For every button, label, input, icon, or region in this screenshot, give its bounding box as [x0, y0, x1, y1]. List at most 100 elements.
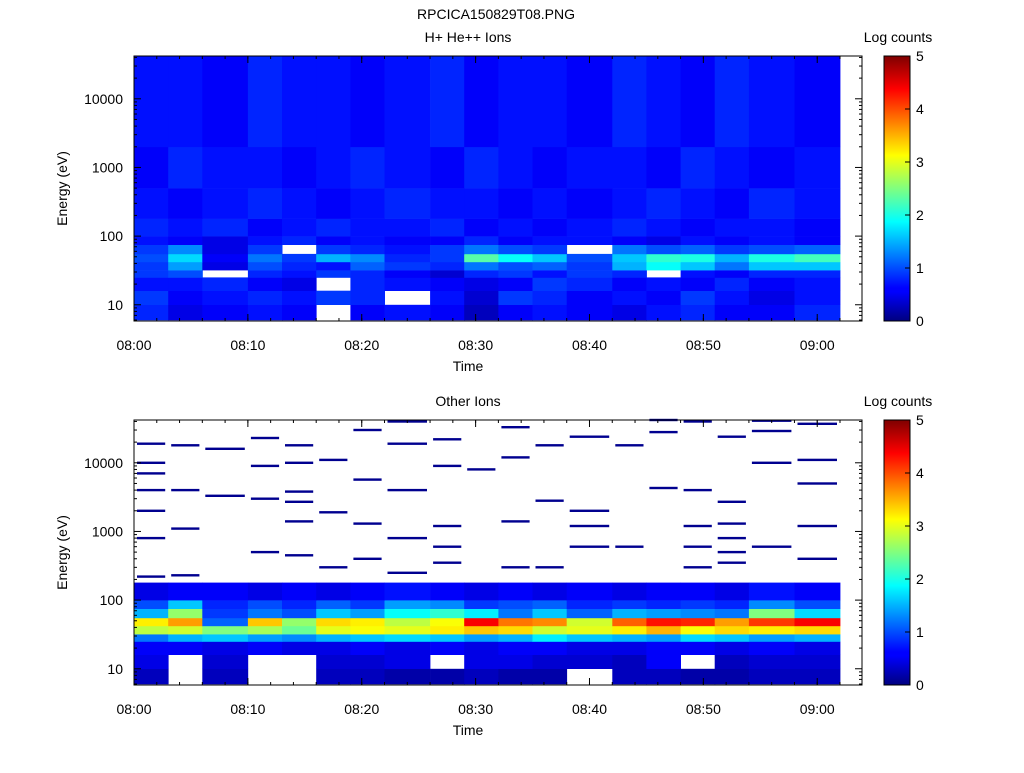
- heatmap-cell: [794, 277, 841, 291]
- heatmap-cell: [202, 56, 249, 148]
- heatmap-cell: [316, 600, 351, 609]
- heatmap-cell: [498, 641, 533, 655]
- heatmap-cell: [646, 600, 681, 609]
- heatmap-cell: [430, 668, 465, 685]
- panel-other-ions: 08:00 08:10 08:20 08:30 08:40 08:50 09:0010100…: [54, 393, 932, 738]
- heatmap-cell: [748, 146, 795, 189]
- heatmap-cell: [748, 218, 795, 237]
- count-line: [501, 566, 530, 569]
- y-tick-label: 100: [100, 228, 124, 244]
- heatmap-cell: [430, 236, 465, 245]
- heatmap-cell: [498, 253, 533, 263]
- count-line: [501, 456, 530, 459]
- heatmap-cell: [714, 626, 750, 635]
- heatmap-cell: [350, 626, 385, 635]
- heatmap-cell: [566, 188, 613, 219]
- heatmap-cell: [646, 277, 681, 291]
- heatmap-cell: [316, 146, 351, 189]
- heatmap-cell: [646, 244, 681, 255]
- heatmap-cell: [134, 668, 169, 685]
- heatmap-cell: [714, 262, 750, 271]
- count-line: [205, 447, 245, 450]
- heatmap-cell: [168, 218, 203, 237]
- heatmap-cell: [748, 626, 795, 635]
- count-line: [683, 524, 712, 528]
- heatmap-cell: [566, 236, 613, 245]
- heatmap-cell: [748, 277, 795, 291]
- count-line: [285, 490, 314, 493]
- x-tick-label: 08:30: [458, 701, 493, 717]
- count-line: [797, 557, 837, 560]
- heatmap-cell: [680, 641, 716, 655]
- heatmap-cell: [498, 608, 533, 619]
- count-line: [137, 461, 166, 464]
- heatmap-cell: [202, 262, 249, 271]
- heatmap-cell: [646, 582, 681, 601]
- heatmap-cell: [464, 56, 499, 148]
- count-line: [683, 545, 712, 548]
- heatmap-cell: [202, 626, 249, 635]
- heatmap-cell: [282, 56, 317, 148]
- y-tick-label: 10: [107, 661, 123, 677]
- x-axis-label: Time: [453, 358, 484, 374]
- heatmap-cell: [168, 253, 203, 263]
- y-tick-label: 10000: [84, 91, 123, 107]
- heatmap-cell: [680, 56, 716, 148]
- heatmap-cell: [566, 56, 613, 148]
- heatmap-cell: [680, 270, 716, 278]
- heatmap-cell: [794, 253, 841, 263]
- count-line: [717, 435, 746, 438]
- heatmap-cell: [202, 218, 249, 237]
- heatmap-cell: [566, 626, 613, 635]
- colorbar-tick-label: 0: [916, 677, 924, 693]
- heatmap-cell: [566, 218, 613, 237]
- heatmap-cell: [384, 582, 431, 601]
- heatmap-cell: [498, 218, 533, 237]
- heatmap-cell: [134, 270, 169, 278]
- heatmap-cell: [282, 277, 317, 291]
- heatmap-cell: [714, 236, 750, 245]
- heatmap-cell: [794, 244, 841, 255]
- heatmap-cell: [680, 668, 716, 685]
- heatmap-cell: [612, 270, 647, 278]
- heatmap-cell: [430, 304, 465, 321]
- heatmap-cell: [532, 262, 568, 271]
- colorbar: [883, 419, 911, 686]
- heatmap-cell: [498, 236, 533, 245]
- heatmap-cell: [202, 236, 249, 245]
- heatmap-cell: [680, 600, 716, 609]
- count-line: [569, 524, 610, 528]
- heatmap-cell: [316, 582, 351, 601]
- x-tick-label: 08:20: [344, 701, 379, 717]
- heatmap-cell: [247, 188, 283, 219]
- heatmap-cell: [282, 253, 317, 263]
- heatmap-cell: [794, 617, 841, 627]
- heatmap-cell: [202, 244, 249, 255]
- heatmap-cell: [748, 244, 795, 255]
- heatmap-cell: [532, 582, 568, 601]
- heatmap-cell: [612, 617, 647, 627]
- colorbar-tick-label: 1: [916, 624, 924, 640]
- heatmap-cell: [316, 262, 351, 271]
- heatmap-cell: [646, 188, 681, 219]
- heatmap-cell: [430, 641, 465, 655]
- heatmap-cell: [134, 290, 169, 305]
- heatmap-cell: [384, 668, 431, 685]
- heatmap-cell: [748, 262, 795, 271]
- heatmap-cell: [316, 270, 351, 278]
- heatmap-cell: [714, 290, 750, 305]
- heatmap-cell: [498, 290, 533, 305]
- x-tick-label: 08:10: [230, 701, 265, 717]
- heatmap-cell: [282, 617, 317, 627]
- heatmap-cell: [566, 654, 613, 669]
- heatmap-cell: [430, 626, 465, 635]
- heatmap-cell: [794, 262, 841, 271]
- heatmap-cell: [247, 146, 283, 189]
- count-line: [751, 461, 792, 464]
- count-line: [649, 430, 678, 434]
- x-tick-label: 08:00: [116, 701, 151, 717]
- count-line: [615, 545, 644, 548]
- colorbar-label: Log counts: [864, 29, 933, 45]
- heatmap-cell: [498, 600, 533, 609]
- heatmap-cell: [316, 668, 351, 685]
